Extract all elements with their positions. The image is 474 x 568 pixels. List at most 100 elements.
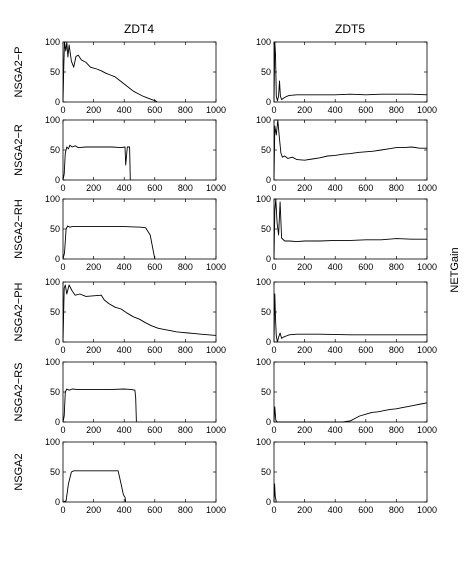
y-tick-label: 0: [55, 337, 60, 347]
x-tick-label: 600: [147, 262, 162, 272]
y-tick-label: 100: [45, 115, 60, 125]
x-tick-label: 0: [60, 425, 65, 435]
panel: 0 200 400 600 800 1000 0 50 100: [45, 194, 226, 272]
x-tick-label: 0: [60, 505, 65, 515]
y-tick-label: 50: [261, 467, 271, 477]
y-tick-label: 100: [45, 437, 60, 447]
series-line: [273, 41, 428, 103]
panel-frame: [62, 119, 217, 181]
x-tick-label: 800: [178, 505, 193, 515]
y-tick-label: 50: [50, 67, 60, 77]
series-line: [273, 198, 427, 260]
x-tick-label: 1000: [417, 105, 437, 115]
y-tick-label: 0: [55, 97, 60, 107]
panel: 0 200 400 600 800 1000 0 50 100: [256, 437, 437, 515]
x-tick-label: 400: [328, 105, 343, 115]
x-tick-label: 200: [86, 105, 101, 115]
x-tick-label: 0: [60, 345, 65, 355]
y-tick-label: 0: [266, 254, 271, 264]
x-tick-label: 800: [178, 105, 193, 115]
x-tick-label: 1000: [206, 505, 226, 515]
y-tick-label: 0: [266, 337, 271, 347]
series-line: [273, 293, 427, 343]
x-tick-label: 200: [297, 345, 312, 355]
x-tick-label: 600: [358, 183, 373, 193]
y-tick-label: 100: [256, 115, 271, 125]
x-tick-label: 0: [60, 105, 65, 115]
y-tick-label: 0: [266, 97, 271, 107]
x-tick-label: 800: [178, 183, 193, 193]
x-tick-label: 200: [86, 505, 101, 515]
x-tick-label: 400: [328, 262, 343, 272]
panel: 0 200 400 600 800 1000 0 50 100: [45, 437, 226, 515]
x-tick-label: 200: [86, 183, 101, 193]
x-tick-label: 1000: [206, 262, 226, 272]
x-tick-label: 1000: [417, 425, 437, 435]
y-tick-label: 0: [55, 497, 60, 507]
x-tick-label: 600: [358, 505, 373, 515]
x-tick-label: 400: [328, 183, 343, 193]
x-tick-label: 600: [147, 505, 162, 515]
x-tick-label: 400: [117, 505, 132, 515]
y-tick-label: 0: [266, 175, 271, 185]
panel-frame: [62, 361, 217, 423]
y-tick-label: 50: [50, 387, 60, 397]
panel-frame: [273, 119, 428, 181]
x-tick-label: 800: [178, 425, 193, 435]
x-tick-label: 0: [271, 345, 276, 355]
x-tick-label: 400: [117, 262, 132, 272]
x-tick-label: 1000: [206, 183, 226, 193]
panel: 0 200 400 600 800 1000 0 50 100: [256, 277, 437, 355]
panel: 0 200 400 600 800 1000 0 50 100: [256, 194, 437, 272]
panel-frame: [62, 198, 217, 260]
x-tick-label: 1000: [206, 105, 226, 115]
y-tick-label: 0: [55, 175, 60, 185]
panel-frame: [273, 198, 428, 260]
x-tick-label: 0: [271, 505, 276, 515]
row-label: NSGA2: [13, 453, 25, 490]
x-tick-label: 200: [86, 262, 101, 272]
y-tick-label: 0: [266, 497, 271, 507]
y-tick-label: 100: [45, 357, 60, 367]
y-tick-label: 50: [261, 145, 271, 155]
x-tick-label: 200: [297, 262, 312, 272]
row-label: NSGA2−R: [13, 124, 25, 176]
x-tick-label: 200: [297, 183, 312, 193]
x-tick-label: 400: [328, 425, 343, 435]
x-tick-label: 800: [389, 425, 404, 435]
x-tick-label: 0: [271, 425, 276, 435]
x-tick-label: 200: [297, 425, 312, 435]
panel: 0 200 400 600 800 1000 0 50 100: [45, 357, 226, 435]
y-tick-label: 100: [256, 37, 271, 47]
panel: 0 200 400 600 800 1000 0 50 100: [45, 37, 226, 115]
y-tick-label: 0: [55, 417, 60, 427]
x-tick-label: 400: [328, 505, 343, 515]
x-tick-label: 0: [60, 183, 65, 193]
x-tick-label: 800: [389, 505, 404, 515]
y-tick-label: 0: [266, 417, 271, 427]
y-tick-label: 100: [45, 277, 60, 287]
x-tick-label: 600: [358, 262, 373, 272]
x-tick-label: 600: [358, 105, 373, 115]
series-line: [62, 388, 137, 423]
x-tick-label: 0: [60, 262, 65, 272]
series-line: [62, 225, 156, 260]
y-tick-label: 50: [261, 307, 271, 317]
panel-frame: [62, 441, 217, 503]
y-tick-label: 50: [261, 387, 271, 397]
panel-frame: [273, 281, 428, 343]
column-title-zdt4: ZDT4: [124, 22, 154, 36]
x-tick-label: 600: [147, 183, 162, 193]
y-tick-label: 50: [50, 307, 60, 317]
x-tick-label: 200: [86, 345, 101, 355]
panel: 0 200 400 600 800 1000 0 50 100: [45, 115, 226, 193]
panel: 0 200 400 600 800 1000 0 50 100: [45, 277, 226, 355]
y-tick-label: 50: [261, 224, 271, 234]
series-line: [62, 41, 158, 103]
x-tick-label: 600: [147, 345, 162, 355]
x-tick-label: 400: [117, 183, 132, 193]
row-label: NSGA2−RS: [13, 363, 25, 422]
y-tick-label: 50: [261, 67, 271, 77]
row-label: NSGA2−P: [13, 46, 25, 97]
